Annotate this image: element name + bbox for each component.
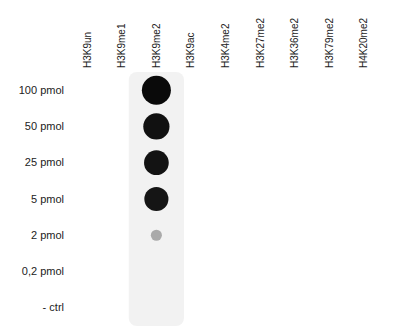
column-label: H3K4me2: [220, 23, 231, 68]
row-label: 0,2 pmol: [22, 265, 64, 277]
row-label: 2 pmol: [31, 229, 64, 241]
column-label: H3K9me1: [116, 23, 127, 68]
dot: [151, 230, 162, 241]
column-tick: H3K9me1: [116, 23, 127, 68]
column-tick: H3K27me2: [255, 18, 266, 68]
column-label: H3K27me2: [255, 18, 266, 68]
column-tick: H3K36me2: [289, 18, 300, 68]
row-tick: 5 pmol: [31, 193, 64, 205]
dot: [142, 76, 171, 105]
column-tick: H4K20me2: [358, 18, 369, 68]
column-tick: H3K9ac: [185, 32, 196, 68]
row-label: 100 pmol: [19, 84, 64, 96]
row-tick: 0,2 pmol: [22, 265, 64, 277]
row-tick: 100 pmol: [19, 84, 64, 96]
chart-root: H3K9un H3K9me1 H3K9me2 H3K9ac H3K4me2 H3K27me…: [0, 0, 393, 336]
column-label: H3K79me2: [324, 18, 335, 68]
row-tick: 2 pmol: [31, 229, 64, 241]
row-label: - ctrl: [43, 301, 64, 313]
row-label: 5 pmol: [31, 193, 64, 205]
column-axis: H3K9un H3K9me1 H3K9me2 H3K9ac H3K4me2 H3K27me…: [82, 18, 369, 68]
row-tick: - ctrl: [43, 301, 64, 313]
dot: [144, 150, 169, 175]
column-label: H3K9ac: [185, 32, 196, 68]
dot: [144, 187, 168, 211]
row-tick: 50 pmol: [25, 120, 64, 132]
row-label: 25 pmol: [25, 156, 64, 168]
column-glow: [129, 72, 184, 326]
row-axis: 100 pmol 50 pmol 25 pmol 5 pmol 2 pmol 0,2 pm…: [19, 84, 64, 314]
column-tick: H3K79me2: [324, 18, 335, 68]
column-label: H3K9me2: [151, 23, 162, 68]
dot: [143, 113, 169, 139]
row-label: 50 pmol: [25, 120, 64, 132]
column-tick: H3K9me2: [151, 23, 162, 68]
column-label: H3K9un: [82, 32, 93, 68]
column-label: H4K20me2: [358, 18, 369, 68]
column-tick: H3K9un: [82, 32, 93, 68]
column-label: H3K36me2: [289, 18, 300, 68]
row-tick: 25 pmol: [25, 156, 64, 168]
column-tick: H3K4me2: [220, 23, 231, 68]
plot-area: [129, 72, 184, 326]
